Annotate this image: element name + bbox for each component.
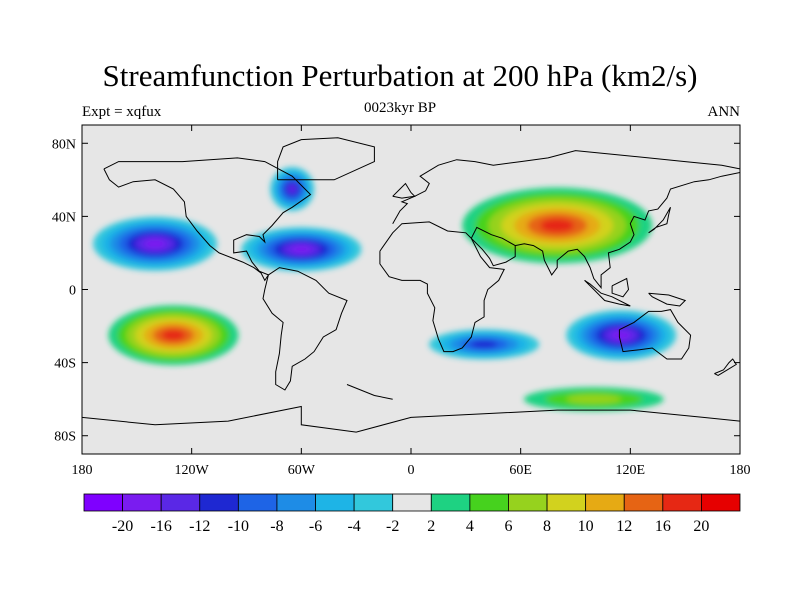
colorbar-label: -6: [309, 518, 322, 535]
contour-band: [540, 218, 575, 233]
period-label: 0023kyr BP: [363, 100, 437, 116]
coastline-segment: [346, 384, 393, 400]
anomaly-s-pacific-high: [108, 305, 239, 366]
colorbar-label: -4: [347, 518, 360, 535]
colorbar-label: 10: [578, 518, 594, 535]
lon-tick-label: 120E: [616, 463, 646, 478]
coastline-segment: [262, 267, 348, 391]
colorbar-swatch: [199, 493, 239, 512]
season-label: ANN: [707, 104, 741, 120]
contour-band: [287, 184, 297, 194]
colorbar-label: -16: [151, 518, 172, 535]
colorbar-swatch: [83, 493, 123, 512]
coastline-segment: [618, 309, 692, 360]
colorbar-swatch: [430, 493, 471, 512]
colorbar-swatch: [546, 493, 587, 512]
anomaly-s-atlantic-low: [429, 329, 540, 360]
plot-title: Streamfunction Perturbation at 200 hPa (…: [102, 58, 698, 93]
colorbar: -20 -16 -12 -10 -8 -6 -4 -2 2 4 6 8 10 12 16 20: [83, 493, 741, 535]
experiment-label: Expt = xqfux: [82, 104, 162, 120]
colorbar-label: 20: [693, 518, 709, 535]
contour-band: [161, 329, 185, 341]
coastline-segment: [82, 405, 740, 433]
colorbar-label: -12: [189, 518, 210, 535]
colorbar-label: 6: [504, 518, 512, 535]
colorbar-swatch: [237, 493, 278, 512]
anomaly-n-atlantic-low: [241, 227, 362, 272]
coastline-segment: [648, 292, 687, 307]
contour-band: [566, 394, 622, 404]
lat-tick-label: 0: [69, 284, 76, 299]
lon-tick-label: 120W: [175, 463, 210, 478]
lon-tick-label: 180: [730, 463, 751, 478]
colorbar-label: 4: [466, 518, 474, 535]
lon-tick-label: 60E: [509, 463, 532, 478]
colorbar-label: 2: [427, 518, 435, 535]
coastline-segment: [277, 137, 375, 181]
colorbar-label: -8: [270, 518, 283, 535]
colorbar-swatch: [701, 493, 741, 512]
coastline-segment: [103, 157, 312, 282]
colorbar-swatch: [122, 493, 162, 512]
coastline-segment: [379, 221, 505, 353]
colorbar-label: 8: [543, 518, 551, 535]
colorbar-swatch: [315, 493, 355, 512]
contour-band: [611, 330, 631, 340]
lon-tick-label: 60W: [288, 463, 316, 478]
colorbar-swatch: [585, 493, 625, 512]
anomaly-canada-low: [270, 166, 315, 211]
coastline-segment: [392, 182, 416, 199]
colorbar-swatch: [160, 493, 201, 512]
coastline-segment: [648, 207, 671, 234]
contour-band: [470, 340, 498, 349]
contour-band: [144, 238, 167, 249]
coastline-segment: [392, 150, 740, 224]
colorbar-label: 12: [616, 518, 632, 535]
colorbar-label: -2: [386, 518, 399, 535]
colorbar-swatch: [392, 493, 432, 512]
colorbar-label: -10: [228, 518, 249, 535]
coastline-segment: [515, 172, 740, 290]
colorbar-swatch: [276, 493, 316, 512]
coastline-segment: [714, 358, 738, 376]
lon-tick-label: 180: [72, 463, 93, 478]
colorbar-swatch: [353, 493, 394, 512]
coastlines: [82, 137, 740, 433]
anomaly-asia-high: [462, 187, 653, 264]
lat-tick-label: 80S: [54, 430, 76, 445]
lat-tick-label: 40N: [52, 210, 76, 225]
contour-band: [290, 245, 313, 254]
coastline-segment: [611, 277, 630, 298]
anomaly-n-pacific-low: [93, 216, 218, 271]
lat-tick-label: 40S: [54, 357, 76, 372]
coastline-segment: [584, 279, 631, 307]
contour-field: [82, 125, 740, 454]
colorbar-label: 16: [655, 518, 671, 535]
colorbar-swatch: [469, 493, 509, 512]
colorbar-swatch: [662, 493, 702, 512]
anomaly-s-ocean-high: [523, 387, 664, 412]
lon-tick-label: 0: [408, 463, 415, 478]
coastline-segment: [470, 226, 516, 267]
anomaly-australia-low: [566, 310, 677, 361]
lat-tick-label: 80N: [52, 137, 76, 152]
colorbar-swatch: [508, 493, 548, 512]
colorbar-label: -20: [112, 518, 133, 535]
colorbar-swatch: [623, 493, 664, 512]
